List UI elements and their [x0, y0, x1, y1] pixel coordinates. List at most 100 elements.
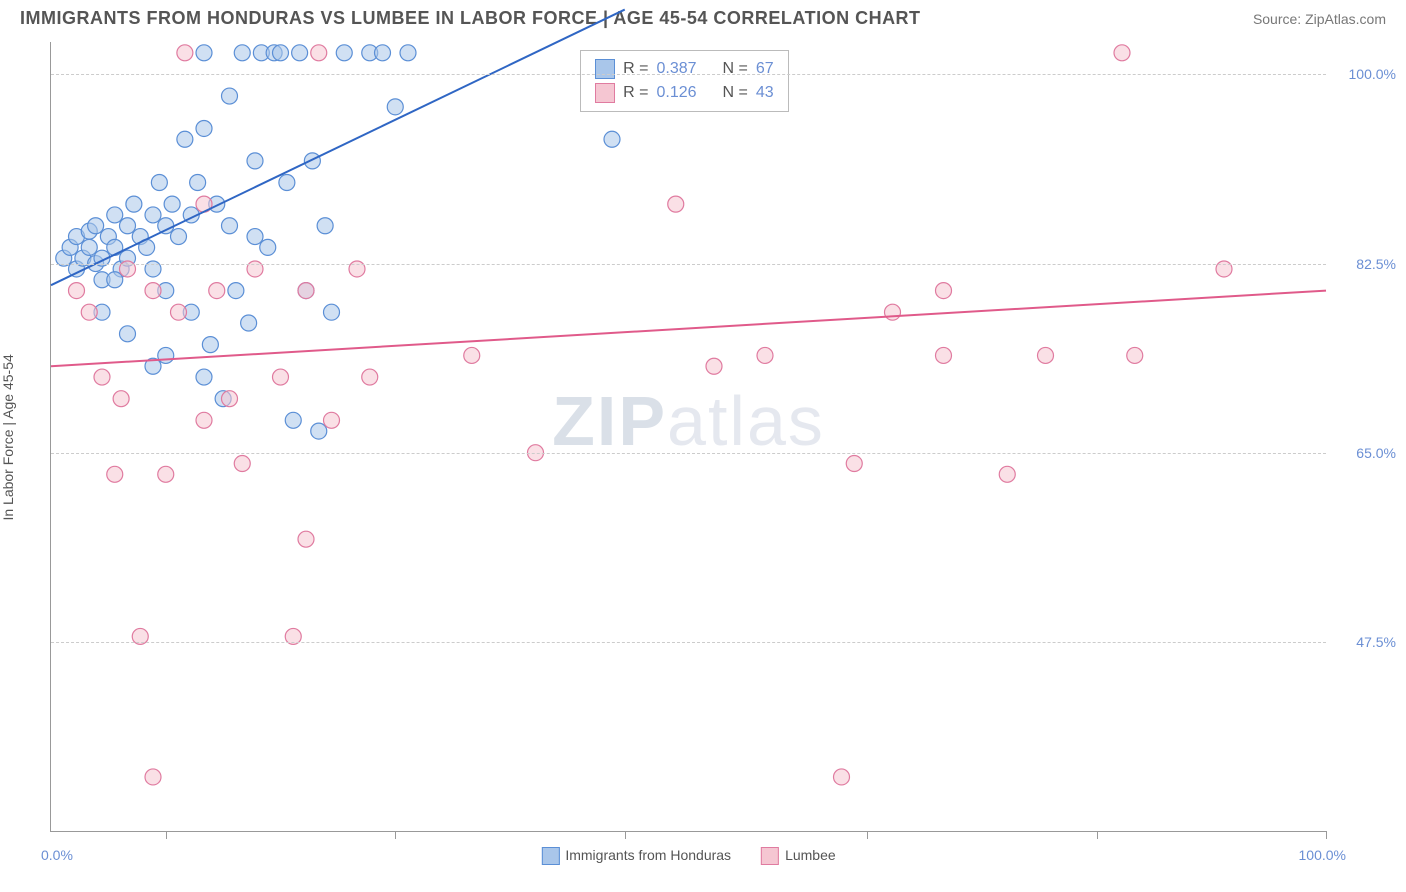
data-point [1127, 347, 1143, 363]
data-point [375, 45, 391, 61]
chart-source: Source: ZipAtlas.com [1253, 11, 1386, 27]
data-point [706, 358, 722, 374]
data-point [757, 347, 773, 363]
x-tick [1326, 831, 1327, 839]
data-point [196, 45, 212, 61]
data-point [234, 45, 250, 61]
data-point [298, 283, 314, 299]
data-point [145, 207, 161, 223]
data-point [107, 207, 123, 223]
data-point [464, 347, 480, 363]
y-axis-label: In Labor Force | Age 45-54 [0, 354, 16, 520]
data-point [304, 153, 320, 169]
data-point [171, 304, 187, 320]
x-axis-max-label: 100.0% [1299, 847, 1346, 863]
data-point [158, 466, 174, 482]
stats-row: R = 0.126 N = 43 [595, 81, 774, 105]
y-tick-label: 47.5% [1336, 634, 1396, 650]
data-point [196, 412, 212, 428]
data-point [885, 304, 901, 320]
stats-legend-box: R =0.387N =67 R = 0.126 N = 43 [580, 50, 789, 112]
data-point [158, 218, 174, 234]
chart-title: IMMIGRANTS FROM HONDURAS VS LUMBEE IN LA… [20, 8, 921, 29]
data-point [81, 304, 97, 320]
legend-label: Lumbee [785, 847, 836, 863]
data-point [311, 45, 327, 61]
data-point [273, 369, 289, 385]
data-point [298, 531, 314, 547]
data-point [285, 412, 301, 428]
x-tick [625, 831, 626, 839]
gridline [51, 642, 1326, 643]
data-point [936, 283, 952, 299]
data-point [81, 239, 97, 255]
data-point [311, 423, 327, 439]
data-point [336, 45, 352, 61]
data-point [88, 218, 104, 234]
data-point [190, 175, 206, 191]
data-point [196, 369, 212, 385]
legend-swatch-icon [595, 59, 615, 79]
data-point [222, 391, 238, 407]
data-point [222, 88, 238, 104]
data-point [247, 153, 263, 169]
x-tick [166, 831, 167, 839]
x-tick [867, 831, 868, 839]
data-point [362, 369, 378, 385]
stat-r-label: R = [623, 84, 648, 102]
data-point [241, 315, 257, 331]
x-tick [1097, 831, 1098, 839]
data-point [1038, 347, 1054, 363]
data-point [202, 337, 218, 353]
data-point [151, 175, 167, 191]
scatter-plot-svg [51, 42, 1326, 831]
gridline [51, 74, 1326, 75]
data-point [668, 196, 684, 212]
data-point [604, 131, 620, 147]
data-point [292, 45, 308, 61]
data-point [1114, 45, 1130, 61]
y-tick-label: 82.5% [1336, 256, 1396, 272]
legend-label: Immigrants from Honduras [565, 847, 731, 863]
data-point [936, 347, 952, 363]
data-point [120, 218, 136, 234]
stat-n-label: N = [723, 84, 748, 102]
data-point [400, 45, 416, 61]
data-point [209, 283, 225, 299]
legend-swatch-icon [541, 847, 559, 865]
data-point [145, 283, 161, 299]
data-point [164, 196, 180, 212]
data-point [126, 196, 142, 212]
data-point [317, 218, 333, 234]
data-point [113, 391, 129, 407]
data-point [279, 175, 295, 191]
data-point [228, 283, 244, 299]
stats-row: R =0.387N =67 [595, 57, 774, 81]
data-point [999, 466, 1015, 482]
data-point [260, 239, 276, 255]
y-tick-label: 100.0% [1336, 66, 1396, 82]
y-tick-label: 65.0% [1336, 445, 1396, 461]
data-point [107, 272, 123, 288]
legend-item: Lumbee [761, 847, 836, 865]
data-point [177, 45, 193, 61]
data-point [247, 229, 263, 245]
legend-bottom: Immigrants from Honduras Lumbee [541, 847, 835, 865]
gridline [51, 264, 1326, 265]
data-point [387, 99, 403, 115]
legend-swatch-icon [761, 847, 779, 865]
data-point [145, 769, 161, 785]
data-point [120, 326, 136, 342]
data-point [69, 283, 85, 299]
data-point [94, 369, 110, 385]
data-point [273, 45, 289, 61]
stat-n-value: 43 [756, 84, 774, 102]
stat-r-value: 0.126 [656, 84, 696, 102]
data-point [171, 229, 187, 245]
x-axis-min-label: 0.0% [41, 847, 73, 863]
gridline [51, 453, 1326, 454]
data-point [234, 456, 250, 472]
legend-swatch-icon [595, 83, 615, 103]
data-point [107, 466, 123, 482]
data-point [177, 131, 193, 147]
